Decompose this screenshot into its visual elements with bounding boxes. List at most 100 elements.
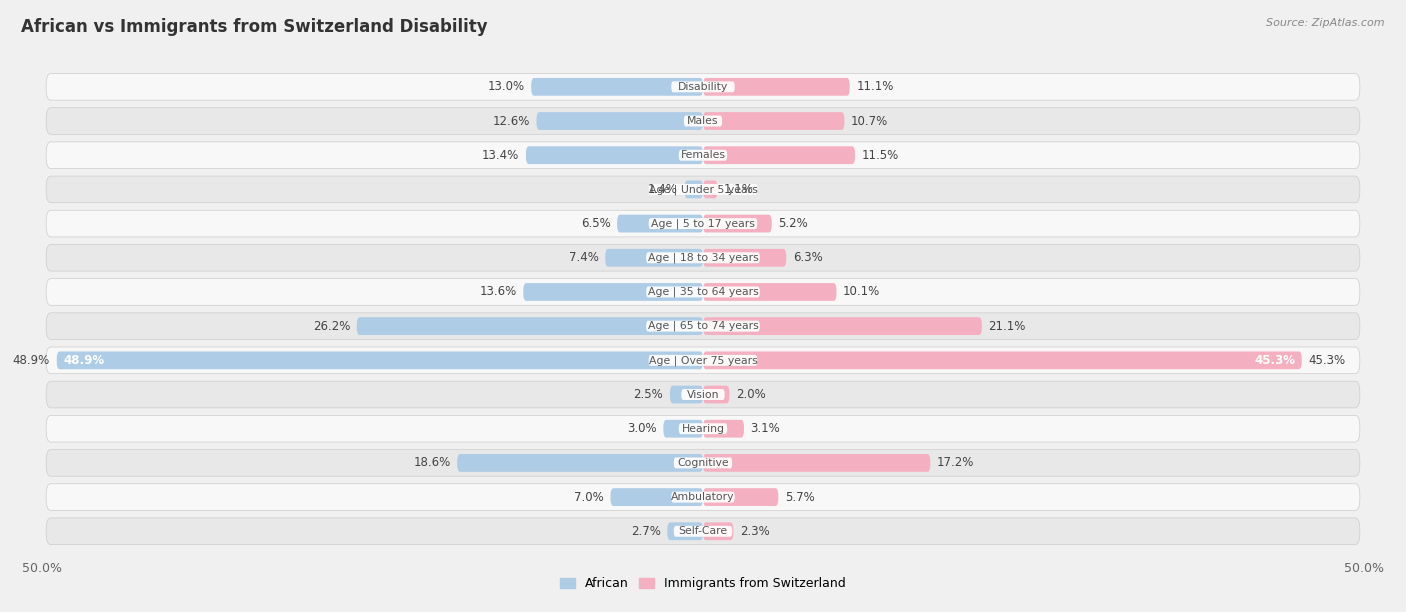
FancyBboxPatch shape <box>703 351 1302 369</box>
FancyBboxPatch shape <box>357 317 703 335</box>
FancyBboxPatch shape <box>703 112 845 130</box>
Text: 21.1%: 21.1% <box>988 319 1026 333</box>
FancyBboxPatch shape <box>46 416 1360 442</box>
Text: 11.5%: 11.5% <box>862 149 898 162</box>
Text: 48.9%: 48.9% <box>13 354 51 367</box>
FancyBboxPatch shape <box>669 386 703 403</box>
Text: Age | Under 5 years: Age | Under 5 years <box>648 184 758 195</box>
FancyBboxPatch shape <box>682 389 724 400</box>
Text: Hearing: Hearing <box>682 424 724 434</box>
FancyBboxPatch shape <box>664 420 703 438</box>
Text: 5.2%: 5.2% <box>779 217 808 230</box>
FancyBboxPatch shape <box>526 146 703 164</box>
Text: 12.6%: 12.6% <box>492 114 530 127</box>
FancyBboxPatch shape <box>46 347 1360 374</box>
FancyBboxPatch shape <box>647 252 759 263</box>
Text: Ambulatory: Ambulatory <box>671 492 735 502</box>
FancyBboxPatch shape <box>46 142 1360 168</box>
FancyBboxPatch shape <box>703 523 734 540</box>
FancyBboxPatch shape <box>617 215 703 233</box>
FancyBboxPatch shape <box>46 244 1360 271</box>
Text: Age | 18 to 34 years: Age | 18 to 34 years <box>648 253 758 263</box>
Text: African vs Immigrants from Switzerland Disability: African vs Immigrants from Switzerland D… <box>21 18 488 36</box>
Text: 2.0%: 2.0% <box>737 388 766 401</box>
FancyBboxPatch shape <box>668 523 703 540</box>
Text: Self-Care: Self-Care <box>679 526 727 536</box>
Text: 26.2%: 26.2% <box>312 319 350 333</box>
FancyBboxPatch shape <box>703 317 981 335</box>
FancyBboxPatch shape <box>703 181 717 198</box>
Text: 10.7%: 10.7% <box>851 114 889 127</box>
FancyBboxPatch shape <box>46 278 1360 305</box>
FancyBboxPatch shape <box>46 313 1360 340</box>
Text: 7.0%: 7.0% <box>574 491 605 504</box>
Text: Vision: Vision <box>686 389 720 400</box>
Text: Age | 5 to 17 years: Age | 5 to 17 years <box>651 218 755 229</box>
Text: 6.3%: 6.3% <box>793 252 823 264</box>
FancyBboxPatch shape <box>46 108 1360 135</box>
FancyBboxPatch shape <box>531 78 703 95</box>
Text: 45.3%: 45.3% <box>1309 354 1346 367</box>
Text: 2.5%: 2.5% <box>634 388 664 401</box>
FancyBboxPatch shape <box>703 283 837 301</box>
FancyBboxPatch shape <box>46 450 1360 476</box>
FancyBboxPatch shape <box>648 355 758 366</box>
FancyBboxPatch shape <box>673 526 733 537</box>
FancyBboxPatch shape <box>685 181 703 198</box>
FancyBboxPatch shape <box>703 488 779 506</box>
Text: Source: ZipAtlas.com: Source: ZipAtlas.com <box>1267 18 1385 28</box>
Text: 1.1%: 1.1% <box>724 183 754 196</box>
FancyBboxPatch shape <box>605 249 703 267</box>
Text: 2.3%: 2.3% <box>740 524 769 538</box>
Text: 13.6%: 13.6% <box>479 285 516 299</box>
FancyBboxPatch shape <box>683 116 723 127</box>
Text: 13.0%: 13.0% <box>488 80 524 94</box>
FancyBboxPatch shape <box>46 518 1360 545</box>
Text: 3.1%: 3.1% <box>751 422 780 435</box>
Text: Age | Over 75 years: Age | Over 75 years <box>648 355 758 365</box>
FancyBboxPatch shape <box>457 454 703 472</box>
Text: 18.6%: 18.6% <box>413 457 450 469</box>
FancyBboxPatch shape <box>46 211 1360 237</box>
FancyBboxPatch shape <box>703 146 855 164</box>
Text: 7.4%: 7.4% <box>568 252 599 264</box>
Text: Age | 35 to 64 years: Age | 35 to 64 years <box>648 286 758 297</box>
FancyBboxPatch shape <box>648 184 758 195</box>
FancyBboxPatch shape <box>46 73 1360 100</box>
Text: Age | 65 to 74 years: Age | 65 to 74 years <box>648 321 758 332</box>
Text: Males: Males <box>688 116 718 126</box>
Text: 5.7%: 5.7% <box>785 491 814 504</box>
FancyBboxPatch shape <box>56 351 703 369</box>
Text: 45.3%: 45.3% <box>1254 354 1295 367</box>
FancyBboxPatch shape <box>647 321 759 332</box>
FancyBboxPatch shape <box>673 457 733 468</box>
Text: 17.2%: 17.2% <box>936 457 974 469</box>
Legend: African, Immigrants from Switzerland: African, Immigrants from Switzerland <box>555 572 851 595</box>
Text: Females: Females <box>681 150 725 160</box>
FancyBboxPatch shape <box>537 112 703 130</box>
FancyBboxPatch shape <box>703 215 772 233</box>
FancyBboxPatch shape <box>648 218 758 229</box>
FancyBboxPatch shape <box>46 483 1360 510</box>
FancyBboxPatch shape <box>523 283 703 301</box>
Text: 11.1%: 11.1% <box>856 80 894 94</box>
FancyBboxPatch shape <box>679 150 727 161</box>
FancyBboxPatch shape <box>679 424 727 434</box>
Text: 13.4%: 13.4% <box>482 149 519 162</box>
FancyBboxPatch shape <box>46 176 1360 203</box>
Text: 6.5%: 6.5% <box>581 217 610 230</box>
FancyBboxPatch shape <box>671 491 735 502</box>
FancyBboxPatch shape <box>610 488 703 506</box>
Text: 3.0%: 3.0% <box>627 422 657 435</box>
Text: 2.7%: 2.7% <box>631 524 661 538</box>
Text: 48.9%: 48.9% <box>63 354 104 367</box>
FancyBboxPatch shape <box>703 78 849 95</box>
Text: Cognitive: Cognitive <box>678 458 728 468</box>
FancyBboxPatch shape <box>703 420 744 438</box>
FancyBboxPatch shape <box>671 81 735 92</box>
FancyBboxPatch shape <box>703 386 730 403</box>
FancyBboxPatch shape <box>647 286 759 297</box>
Text: 1.4%: 1.4% <box>648 183 678 196</box>
FancyBboxPatch shape <box>703 454 931 472</box>
Text: Disability: Disability <box>678 82 728 92</box>
